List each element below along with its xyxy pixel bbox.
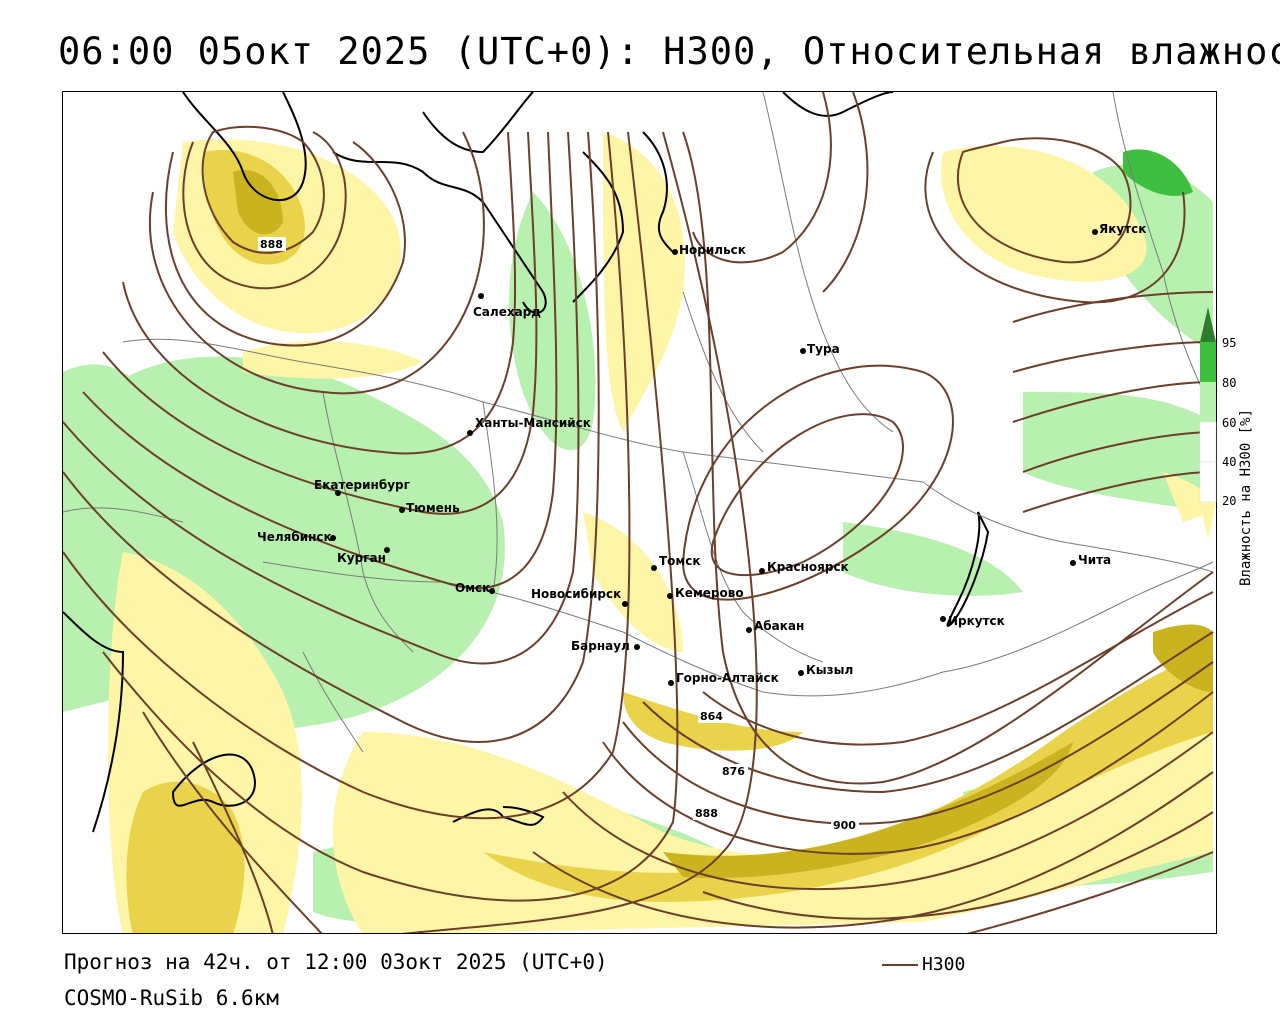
map-canvas: 888 864 876 888 900 Якутск Норильск Сале… (63, 92, 1214, 933)
svg-text:876: 876 (722, 765, 745, 778)
colorbar-tick-40: 40 (1222, 455, 1237, 469)
contour-label: 900 (831, 818, 859, 832)
city-gorno-altaysk: Горно-Алтайск (668, 671, 779, 686)
colorbar-top-arrow (1200, 307, 1216, 342)
svg-text:Кемерово: Кемерово (675, 586, 744, 600)
city-irkutsk: Иркутск (940, 614, 1005, 628)
city-chita: Чита (1070, 553, 1111, 567)
svg-text:864: 864 (700, 710, 723, 723)
svg-text:Чита: Чита (1078, 553, 1111, 567)
city-barnaul: Барнаул (571, 639, 640, 653)
city-khanty-mansiysk: Ханты-Мансийск (467, 416, 591, 436)
city-salekhard: Салехард (473, 293, 541, 319)
colorbar-swatch-40-60 (1199, 421, 1217, 463)
colorbar-swatch-80-95 (1200, 342, 1216, 382)
city-tyumen: Тюмень (399, 501, 460, 515)
svg-text:Красноярск: Красноярск (767, 560, 849, 574)
svg-text:Тура: Тура (807, 342, 840, 356)
svg-text:Абакан: Абакан (754, 619, 804, 633)
forecast-info: Прогноз на 42ч. от 12:00 03окт 2025 (UTC… (64, 950, 608, 974)
contour-label: 888 (693, 806, 721, 820)
city-tomsk: Томск (651, 554, 701, 571)
city-markers: Якутск Норильск Салехард Тура Ханты-Манс… (257, 222, 1146, 686)
city-kurgan: Курган (337, 547, 390, 565)
city-kyzyl: Кызыл (798, 663, 853, 677)
svg-text:Норильск: Норильск (679, 243, 746, 257)
svg-text:900: 900 (833, 819, 856, 832)
svg-text:Иркутск: Иркутск (948, 614, 1005, 628)
colorbar-bottom-arrow (1200, 502, 1216, 540)
h300-contours (63, 92, 1214, 933)
city-kemerovo: Кемерово (667, 586, 744, 600)
colorbar-title: Влажность на H300 [%] (1238, 408, 1254, 586)
model-name: COSMO-RuSib 6.6км (64, 986, 279, 1010)
forecast-map: 888 864 876 888 900 Якутск Норильск Сале… (62, 91, 1217, 934)
svg-text:888: 888 (260, 238, 283, 251)
svg-text:Горно-Алтайск: Горно-Алтайск (676, 671, 779, 685)
city-norilsk: Норильск (672, 243, 746, 257)
svg-text:Томск: Томск (659, 554, 701, 568)
svg-text:Челябинск: Челябинск (257, 530, 332, 544)
contour-label: 864 (698, 709, 726, 723)
contour-line-label: H300 (922, 954, 966, 975)
city-tura: Тура (800, 342, 840, 356)
city-omsk: Омск (455, 581, 495, 595)
svg-text:Тюмень: Тюмень (406, 501, 460, 515)
map-title: 06:00 05окт 2025 (UTC+0): H300, Относите… (58, 30, 1280, 73)
city-yakutsk: Якутск (1092, 222, 1146, 236)
svg-text:Ханты-Мансийск: Ханты-Мансийск (475, 416, 591, 430)
svg-text:Омск: Омск (455, 581, 490, 595)
colorbar-tick-95: 95 (1222, 336, 1237, 350)
city-krasnoyarsk: Красноярск (759, 560, 849, 574)
colorbar-bar (1199, 307, 1217, 540)
contour-label: 888 (258, 237, 286, 251)
humidity-fill-yellow-darkest (233, 170, 1213, 878)
svg-text:Кызыл: Кызыл (806, 663, 853, 677)
colorbar-tick-60: 60 (1222, 416, 1237, 430)
city-novosibirsk: Новосибирск (531, 587, 628, 607)
svg-text:888: 888 (695, 807, 718, 820)
colorbar-tick-20: 20 (1222, 494, 1237, 508)
contour-label: 876 (720, 764, 748, 778)
svg-text:Барнаул: Барнаул (571, 639, 630, 653)
city-chelyabinsk: Челябинск (257, 530, 336, 544)
contour-line-legend: H300 (882, 954, 965, 975)
colorbar-swatch-60-80 (1200, 382, 1216, 422)
svg-text:Якутск: Якутск (1099, 222, 1146, 236)
colorbar-swatch-20-40 (1199, 461, 1217, 503)
svg-text:Екатеринбург: Екатеринбург (314, 478, 410, 492)
city-abakan: Абакан (746, 619, 804, 633)
colorbar-tick-80: 80 (1222, 376, 1237, 390)
svg-text:Курган: Курган (337, 551, 386, 565)
contour-line-swatch (882, 963, 918, 966)
contour-labels: 888 864 876 888 900 (258, 237, 859, 832)
svg-text:Салехард: Салехард (473, 305, 541, 319)
city-yekaterinburg: Екатеринбург (314, 478, 410, 496)
svg-text:Новосибирск: Новосибирск (531, 587, 621, 601)
humidity-colorbar: 95 80 60 40 20 (1198, 305, 1268, 585)
